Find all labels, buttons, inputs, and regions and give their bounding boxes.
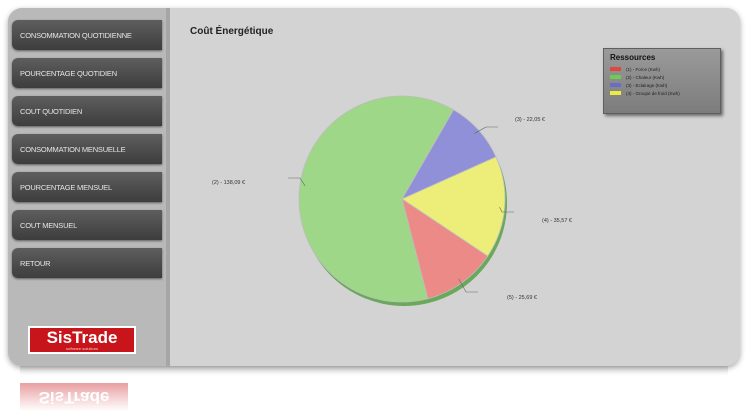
pie-slice[interactable] (298, 95, 455, 303)
application-window: CONSOMMATION QUOTIDIENNE POURCENTAGE QUO… (8, 8, 740, 366)
logo-reflection-brand: SisTrade (38, 388, 110, 407)
nav-monthly-consumption-button[interactable]: CONSOMMATION MENSUELLE (12, 134, 162, 164)
sidebar: CONSOMMATION QUOTIDIENNE POURCENTAGE QUO… (8, 8, 170, 366)
nav-back-button[interactable]: RETOUR (12, 248, 162, 278)
legend-item: (3) - Eclairage (Kwh) (610, 81, 714, 89)
logo-tagline: software solutions (65, 346, 98, 351)
pie-slices (298, 95, 506, 303)
pie-labels: (3) - 22,05 € (4) - 35,57 € (5) - 25,69 € (… (212, 117, 572, 301)
logo-reflection: SisTrade (20, 383, 128, 411)
legend-label: (3) - Eclairage (Kwh) (626, 82, 668, 88)
legend-item: (1) - Force (Kwh) (610, 65, 714, 73)
pie-leader-line (458, 278, 478, 293)
pie-chart: (3) - 22,05 € (4) - 35,57 € (5) - 25,69 € (… (212, 95, 572, 306)
window-shadow (20, 366, 728, 376)
nav-daily-cost-button[interactable]: COUT QUOTIDIEN (12, 96, 162, 126)
nav-monthly-percentage-button[interactable]: POURCENTAGE MENSUEL (12, 172, 162, 202)
legend-item: (4) - Groupe de froid (Kwh) (610, 89, 714, 97)
chart-legend: Ressources (1) - Force (Kwh) (2) - Chale… (603, 48, 721, 114)
chart-title: Coût Énergétique (190, 26, 274, 37)
pie-leader-line (499, 207, 514, 213)
legend-label: (2) - Chaleur (Kwh) (626, 74, 665, 80)
pie-data-label: (4) - 35,57 € (542, 218, 572, 224)
pie-slice[interactable] (401, 198, 489, 300)
legend-title: Ressources (610, 53, 656, 62)
sistrade-logo: SisTrade software solutions (28, 326, 136, 354)
logo-brand: SisTrade (46, 328, 118, 347)
chart-panel: Coût Énergétique (3) - 22,05 € (4) - 35,5… (170, 8, 740, 366)
pie-data-label: (5) - 25,69 € (507, 295, 537, 301)
pie-slice[interactable] (401, 156, 506, 257)
legend-item: (2) - Chaleur (Kwh) (610, 73, 714, 81)
pie-data-label: (3) - 22,05 € (515, 117, 545, 123)
pie-leader-line (474, 126, 498, 134)
legend-swatch (610, 75, 621, 79)
pie-leader-line (288, 177, 306, 186)
nav-monthly-cost-button[interactable]: COUT MENSUEL (12, 210, 162, 240)
legend-label: (1) - Force (Kwh) (626, 66, 661, 72)
legend-swatch (610, 83, 621, 87)
legend-swatch (610, 67, 621, 71)
pie-data-label: (2) - 138,09 € (212, 180, 245, 186)
nav-daily-percentage-button[interactable]: POURCENTAGE QUOTIDIEN (12, 58, 162, 88)
legend-label: (4) - Groupe de froid (Kwh) (626, 90, 680, 96)
legend-swatch (610, 91, 621, 95)
nav-daily-consumption-button[interactable]: CONSOMMATION QUOTIDIENNE (12, 20, 162, 50)
